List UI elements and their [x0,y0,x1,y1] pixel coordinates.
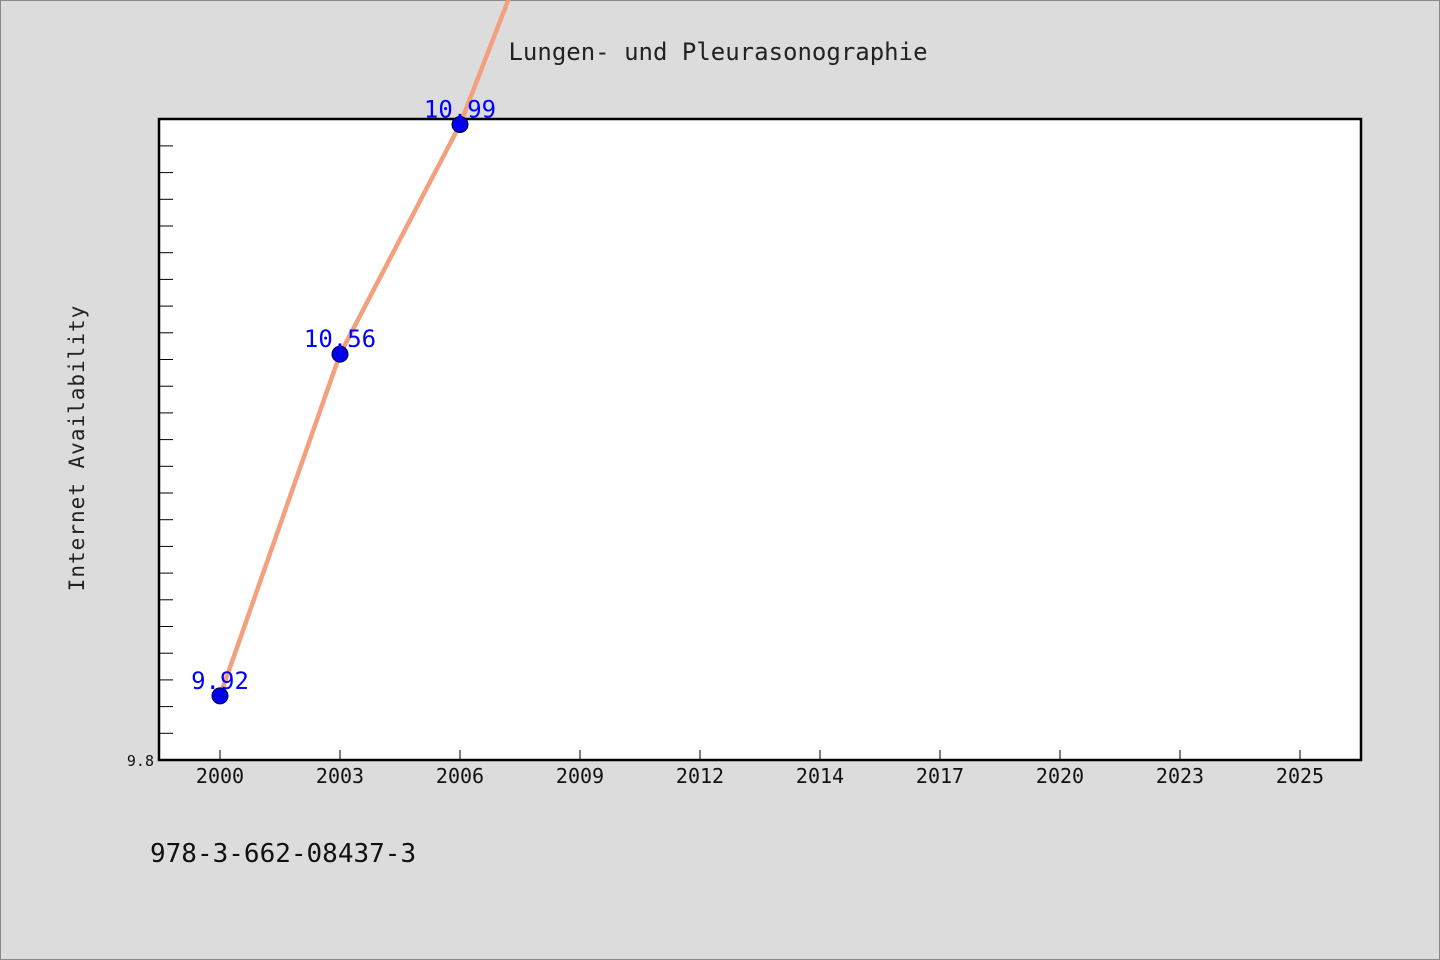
data-label: 10.99 [424,96,496,124]
chart-title: Lungen- und Pleurasonographie [508,38,927,66]
data-labels: 9.9210.5610.9911.5711.3611.6812.2912.931… [191,96,496,695]
x-tick-label: 2000 [196,764,244,788]
data-label: 10.56 [304,325,376,353]
x-tick-label: 2009 [556,764,604,788]
x-tick-label: 2025 [1276,764,1324,788]
x-tick-label: 2003 [316,764,364,788]
plot-area [157,117,1363,762]
isbn-text: 978-3-662-08437-3 [150,839,416,869]
y-axis-label: Internet Availability [65,305,89,592]
data-point [451,116,469,134]
data-series [211,0,511,705]
x-tick-label: 2020 [1036,764,1084,788]
x-tick-label: 2014 [796,764,844,788]
x-tick-label: 2023 [1156,764,1204,788]
x-tick-label: 2017 [916,764,964,788]
y-axis-ticks: 9.8 [127,145,173,770]
data-point [331,345,349,363]
data-point [211,687,229,705]
x-axis-ticks: 2000 2003 2006 2009 2012 2014 2017 2020 2023 2025 [196,750,1324,788]
x-tick-label: 2006 [436,764,484,788]
series-line [217,0,511,697]
y-tick-label: 9.8 [127,752,154,770]
x-tick-label: 2012 [676,764,724,788]
data-label: 9.92 [191,667,249,695]
